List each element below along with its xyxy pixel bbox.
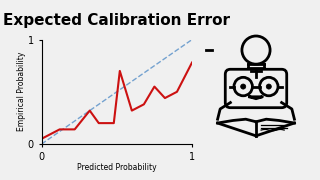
X-axis label: Predicted Probability: Predicted Probability [77, 163, 156, 172]
Text: Expected Calibration Error: Expected Calibration Error [3, 13, 230, 28]
Circle shape [266, 84, 271, 89]
Circle shape [241, 84, 246, 89]
Y-axis label: Empirical Probability: Empirical Probability [18, 52, 27, 131]
